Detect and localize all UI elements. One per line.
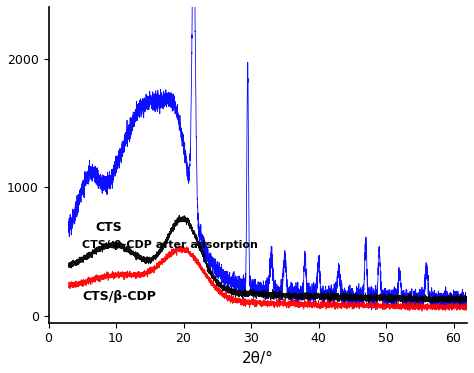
Text: CTS∕ β-CDP after adsorption: CTS∕ β-CDP after adsorption	[82, 240, 258, 250]
Text: CTS: CTS	[96, 221, 123, 234]
X-axis label: 2θ/°: 2θ/°	[242, 351, 274, 366]
Text: CTS/β-CDP: CTS/β-CDP	[82, 289, 156, 303]
